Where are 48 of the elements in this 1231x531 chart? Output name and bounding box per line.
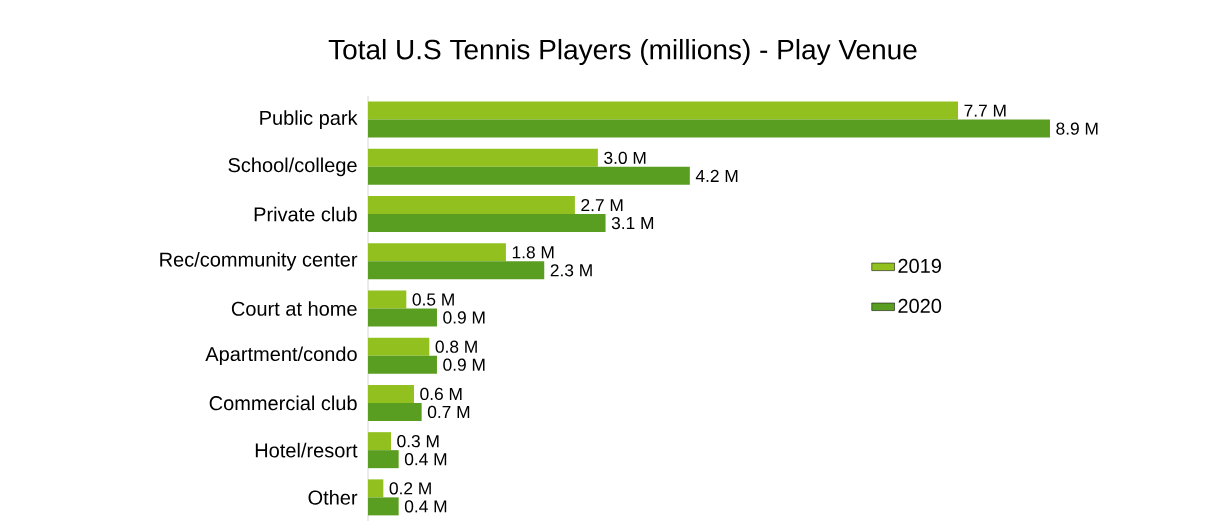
bar bbox=[368, 308, 437, 327]
bar bbox=[368, 450, 399, 469]
y-tick-label: School/college bbox=[228, 157, 357, 177]
bar bbox=[368, 432, 391, 451]
bar bbox=[368, 402, 422, 421]
data-label: 1.8 M bbox=[512, 246, 554, 259]
bar bbox=[368, 214, 606, 233]
bar bbox=[368, 497, 399, 516]
data-label: 3.1 M bbox=[611, 216, 654, 230]
chart-title: Total U.S Tennis Players (millions) - Play Venue bbox=[328, 38, 917, 66]
data-label: 0.9 M bbox=[443, 311, 485, 324]
bar bbox=[368, 261, 545, 280]
data-label: 0.8 M bbox=[435, 340, 477, 353]
y-tick-label: Apartment/condo bbox=[205, 346, 357, 366]
y-tick-label: Rec/community center bbox=[160, 251, 358, 271]
bar bbox=[368, 290, 407, 309]
bar bbox=[368, 196, 575, 215]
bar bbox=[368, 101, 959, 120]
bar bbox=[368, 243, 506, 262]
bar bbox=[368, 148, 598, 167]
data-label: 7.7 M bbox=[964, 104, 1006, 117]
legend-label: 2019 bbox=[898, 258, 941, 273]
data-label: 0.3 M bbox=[397, 435, 439, 448]
bar bbox=[368, 355, 437, 374]
data-label: 2.3 M bbox=[550, 264, 592, 277]
bar bbox=[368, 384, 414, 403]
bar bbox=[368, 119, 1050, 138]
bar bbox=[368, 166, 690, 185]
data-label: 0.4 M bbox=[404, 500, 447, 513]
data-label: 4.2 M bbox=[695, 169, 738, 182]
y-tick-label: Commercial club bbox=[209, 395, 357, 411]
data-label: 0.2 M bbox=[389, 482, 431, 495]
data-label: 0.7 M bbox=[427, 405, 470, 419]
y-tick-label: Public park bbox=[260, 110, 358, 129]
data-label: 0.4 M bbox=[404, 453, 447, 466]
y-tick-label: Other bbox=[308, 490, 358, 505]
data-label: 2.7 M bbox=[581, 199, 623, 212]
bar bbox=[368, 337, 430, 356]
legend-label: 2020 bbox=[898, 298, 942, 313]
data-label: 3.0 M bbox=[604, 151, 646, 164]
y-tick-label: Hotel/resort bbox=[255, 442, 358, 458]
data-label: 0.9 M bbox=[443, 358, 485, 371]
data-label: 8.9 M bbox=[1056, 122, 1098, 135]
y-tick-label: Private club bbox=[254, 206, 357, 222]
bar bbox=[368, 479, 384, 498]
y-tick-label: Court at home bbox=[231, 301, 357, 316]
data-label: 0.6 M bbox=[420, 387, 462, 401]
data-label: 0.5 M bbox=[412, 293, 454, 306]
